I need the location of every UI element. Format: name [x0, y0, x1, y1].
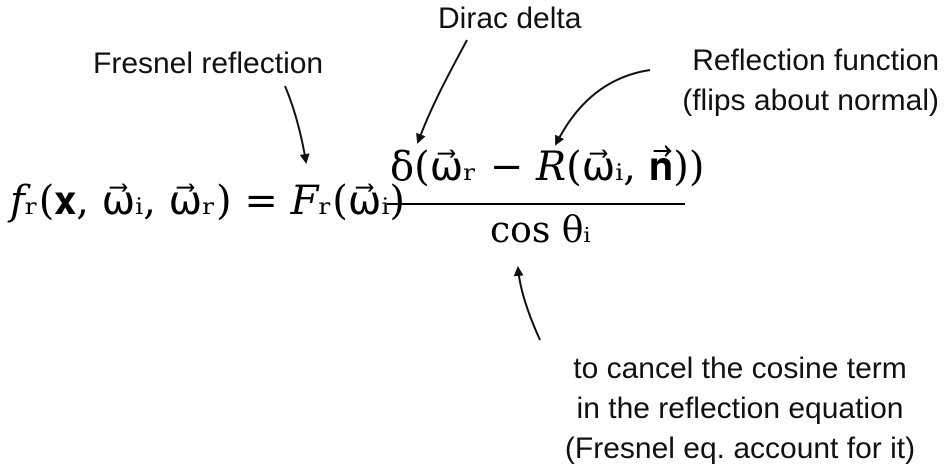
- reflection-function-label-line1: Reflection function: [692, 44, 939, 77]
- dirac-delta-label: Dirac delta: [438, 2, 582, 35]
- cancel-note-line3: (Fresnel eq. account for it): [564, 432, 916, 465]
- cancel-note-line1: to cancel the cosine term: [573, 352, 907, 385]
- fresnel-arrow: [284, 85, 310, 164]
- reflection-function-label-line2: (flips about normal): [682, 84, 939, 117]
- fresnel-reflection-label: Fresnel reflection: [93, 47, 324, 80]
- cosine-arrow: [513, 266, 541, 341]
- equation-denominator: cos θᵢ: [490, 210, 591, 251]
- equation-lhs: 𝑓ᵣ(𝐱, ω⃗ᵢ, ω⃗ᵣ) = 𝐹ᵣ(ω⃗ᵢ): [10, 178, 405, 224]
- equation-numerator: δ(ω⃗ᵣ − 𝑅(ω⃗ᵢ, 𝐧⃗)): [390, 144, 705, 190]
- fraction-bar: [387, 203, 685, 205]
- dirac-arrow: [416, 39, 468, 144]
- reflection-function-arrow: [555, 69, 651, 146]
- cancel-note-line2: in the reflection equation: [576, 392, 904, 425]
